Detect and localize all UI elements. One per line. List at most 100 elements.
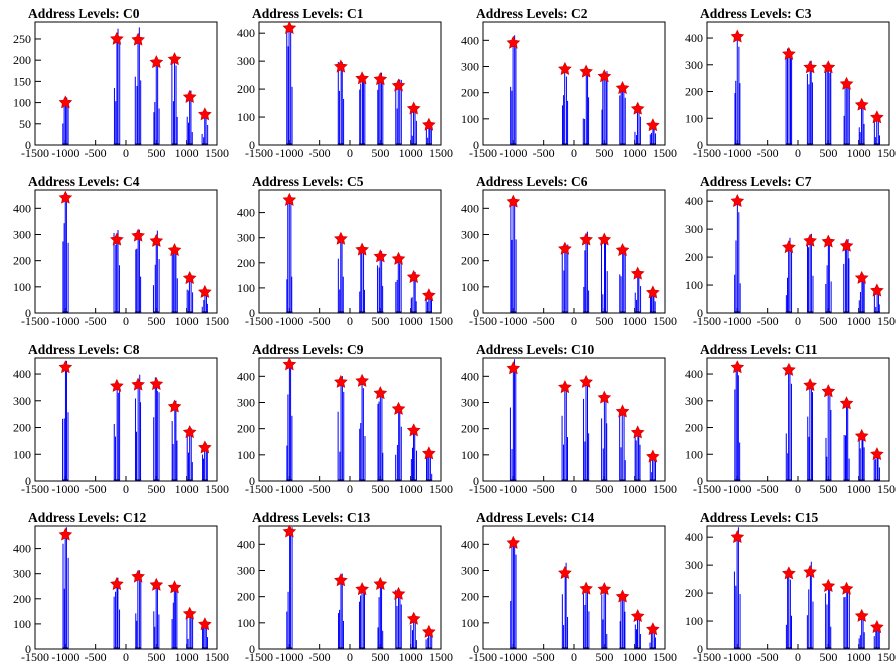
- chart-title: Address Levels: C7: [700, 174, 812, 189]
- peak-star-marker: [506, 361, 521, 375]
- chart-panel: Address Levels: C13 0 100 200 300 400 -1500 -10…: [237, 510, 453, 664]
- y-tick-label: 0: [249, 642, 255, 656]
- x-tick-label: -500: [757, 314, 779, 328]
- y-tick-label: 100: [13, 617, 31, 631]
- x-tick-label: 1500: [429, 146, 453, 160]
- y-tick-label: 0: [249, 474, 255, 488]
- chart-title: Address Levels: C3: [700, 6, 812, 21]
- peak-star-marker: [422, 288, 436, 302]
- y-tick-label: 0: [25, 138, 31, 152]
- y-tick-label: 0: [249, 306, 255, 320]
- x-tick-label: -1500: [21, 146, 49, 160]
- x-tick-label: -1500: [245, 314, 273, 328]
- peak-star-marker: [854, 270, 869, 284]
- y-tick-label: 200: [237, 82, 255, 96]
- peak-star-marker: [597, 582, 612, 596]
- peak-star-marker: [821, 578, 836, 592]
- peak-star-marker: [646, 285, 660, 299]
- peak-star-marker: [282, 192, 297, 206]
- x-tick-label: -500: [757, 650, 779, 664]
- peak-star-marker: [854, 608, 869, 622]
- x-tick-label: -1500: [469, 650, 497, 664]
- peak-star-marker: [282, 20, 297, 34]
- peak-star-marker: [355, 582, 369, 596]
- chart-panel: Address Levels: C14 0 100 200 300 400 -1500 -10…: [461, 510, 677, 664]
- x-tick-label: 0: [571, 650, 577, 664]
- peak-star-marker: [406, 269, 421, 283]
- y-tick-label: 300: [237, 54, 255, 68]
- peak-star-marker: [182, 606, 197, 620]
- x-tick-label: -1000: [51, 314, 79, 328]
- y-tick-label: 400: [237, 26, 255, 40]
- x-tick-label: 500: [147, 146, 165, 160]
- peak-star-marker: [782, 362, 796, 376]
- peak-star-marker: [334, 59, 348, 73]
- x-tick-label: -500: [757, 482, 779, 496]
- peak-star-marker: [579, 64, 593, 78]
- x-tick-label: 1000: [399, 146, 423, 160]
- x-tick-label: 0: [571, 314, 577, 328]
- y-tick-label: 300: [685, 558, 703, 572]
- y-tick-label: 300: [237, 395, 255, 409]
- y-tick-label: 400: [237, 369, 255, 383]
- x-tick-label: 0: [347, 650, 353, 664]
- x-tick-label: -1000: [275, 146, 303, 160]
- peak-star-marker: [334, 573, 348, 587]
- x-tick-label: -1000: [723, 146, 751, 160]
- y-tick-label: 200: [461, 86, 479, 100]
- peak-star-marker: [615, 80, 630, 95]
- x-tick-label: -1500: [245, 482, 273, 496]
- peak-star-marker: [615, 242, 630, 257]
- chart-panel: Address Levels: C9 0 100 200 300 400 -1500 -100…: [237, 342, 453, 496]
- x-tick-label: -1000: [275, 650, 303, 664]
- x-tick-label: -1000: [499, 482, 527, 496]
- peak-star-marker: [182, 89, 197, 103]
- y-tick-label: 0: [249, 138, 255, 152]
- peak-star-marker: [391, 586, 406, 600]
- y-tick-label: 0: [473, 138, 479, 152]
- peak-star-marker: [149, 233, 164, 247]
- x-tick-label: 0: [571, 146, 577, 160]
- peak-star-marker: [615, 589, 630, 603]
- peak-star-marker: [646, 622, 660, 636]
- peak-star-marker: [803, 60, 817, 74]
- peak-star-marker: [558, 565, 572, 579]
- x-tick-label: 0: [123, 650, 129, 664]
- peak-star-marker: [839, 581, 854, 595]
- chart-title: Address Levels: C5: [252, 174, 364, 189]
- y-tick-label: 400: [461, 537, 479, 551]
- chart-title: Address Levels: C8: [28, 342, 140, 357]
- x-tick-label: 0: [795, 650, 801, 664]
- peak-star-marker: [198, 440, 212, 454]
- y-tick-label: 300: [461, 59, 479, 73]
- peak-star-marker: [373, 249, 388, 263]
- x-tick-label: -1000: [275, 314, 303, 328]
- peak-star-marker: [182, 271, 197, 285]
- y-tick-label: 400: [685, 530, 703, 544]
- peak-star-marker: [821, 60, 836, 74]
- peak-star-marker: [167, 52, 182, 66]
- peak-star-marker: [630, 266, 645, 280]
- x-tick-label: 1500: [429, 482, 453, 496]
- peak-star-marker: [58, 360, 73, 374]
- peak-star-marker: [506, 35, 521, 49]
- peak-star-marker: [803, 564, 817, 578]
- x-tick-label: -500: [85, 482, 107, 496]
- chart-title: Address Levels: C1: [252, 6, 364, 21]
- x-tick-label: -500: [533, 650, 555, 664]
- peak-star-marker: [839, 238, 854, 252]
- x-tick-label: -1000: [723, 482, 751, 496]
- x-tick-label: 0: [795, 314, 801, 328]
- y-tick-label: 300: [13, 394, 31, 408]
- x-tick-label: 500: [595, 482, 613, 496]
- x-tick-label: -1500: [245, 650, 273, 664]
- y-tick-label: 200: [237, 256, 255, 270]
- x-tick-label: -500: [309, 650, 331, 664]
- peak-star-marker: [803, 233, 817, 247]
- y-tick-label: 100: [13, 447, 31, 461]
- y-tick-label: 0: [25, 306, 31, 320]
- x-tick-label: 1000: [399, 650, 423, 664]
- peak-star-marker: [131, 228, 145, 242]
- x-tick-label: -500: [757, 146, 779, 160]
- y-tick-label: 100: [461, 280, 479, 294]
